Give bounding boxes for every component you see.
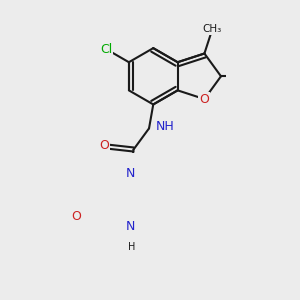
Text: N: N [126, 167, 135, 180]
Text: O: O [99, 139, 109, 152]
Text: Cl: Cl [100, 43, 112, 56]
Text: CH₃: CH₃ [203, 24, 222, 34]
Text: O: O [200, 93, 209, 106]
Text: N: N [126, 220, 135, 233]
Text: NH: NH [156, 121, 175, 134]
Text: O: O [72, 210, 82, 223]
Text: H: H [128, 242, 135, 252]
